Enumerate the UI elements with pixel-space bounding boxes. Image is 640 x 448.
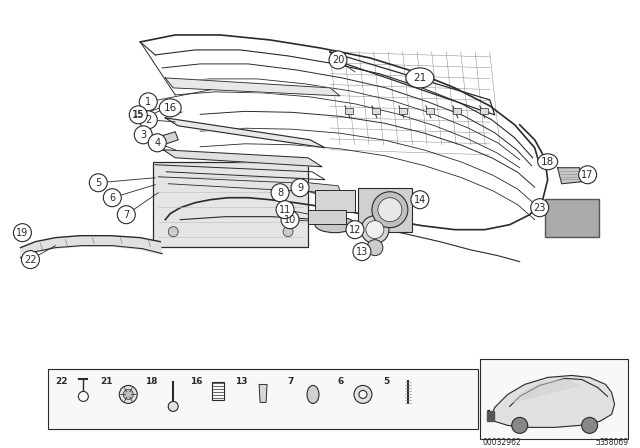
Text: 14: 14 (413, 195, 426, 205)
Text: 18: 18 (541, 157, 554, 167)
Polygon shape (165, 78, 340, 96)
Polygon shape (512, 379, 580, 402)
Text: 9: 9 (297, 183, 303, 193)
Text: 18: 18 (145, 377, 157, 386)
Bar (399, 108, 407, 114)
Text: 8: 8 (277, 188, 283, 198)
Circle shape (281, 211, 299, 228)
Polygon shape (298, 182, 342, 195)
Text: 5: 5 (383, 377, 389, 386)
Circle shape (372, 192, 408, 228)
Bar (372, 108, 380, 114)
Text: 13: 13 (235, 377, 248, 386)
Text: 21: 21 (100, 377, 113, 386)
Circle shape (134, 126, 152, 144)
Circle shape (361, 215, 389, 244)
Text: 15: 15 (132, 110, 144, 119)
FancyBboxPatch shape (545, 199, 598, 237)
FancyBboxPatch shape (358, 188, 412, 232)
Polygon shape (557, 168, 582, 184)
Text: 7: 7 (123, 210, 129, 220)
Text: 19: 19 (16, 228, 29, 237)
Bar (49, 370, 478, 429)
Bar (308, 210, 346, 224)
Text: 15: 15 (132, 110, 145, 120)
Text: 6: 6 (109, 193, 115, 202)
Circle shape (276, 201, 294, 219)
Ellipse shape (538, 154, 557, 170)
Circle shape (140, 111, 157, 129)
Text: 10: 10 (284, 215, 296, 225)
Circle shape (271, 184, 289, 202)
Bar (480, 108, 488, 114)
Circle shape (119, 385, 137, 403)
Ellipse shape (315, 217, 355, 233)
Circle shape (124, 389, 133, 400)
Circle shape (354, 385, 372, 403)
Circle shape (283, 227, 293, 237)
Bar (345, 108, 353, 114)
Circle shape (378, 198, 402, 222)
Text: 16: 16 (190, 377, 202, 386)
Text: 1: 1 (145, 97, 151, 107)
Polygon shape (163, 150, 322, 167)
Bar (315, 190, 355, 212)
Bar (153, 162, 308, 247)
Polygon shape (259, 384, 267, 402)
Polygon shape (490, 375, 614, 427)
Polygon shape (165, 118, 325, 148)
Text: 2: 2 (145, 115, 152, 125)
Circle shape (367, 240, 383, 256)
Circle shape (129, 106, 147, 124)
Circle shape (148, 134, 166, 152)
Circle shape (291, 179, 309, 197)
Polygon shape (487, 411, 493, 422)
Text: 7: 7 (288, 377, 294, 386)
Text: 3: 3 (140, 130, 147, 140)
Text: 17: 17 (581, 170, 594, 180)
Text: 6: 6 (338, 377, 344, 386)
Text: 23: 23 (534, 202, 546, 213)
Circle shape (90, 174, 108, 192)
Bar (426, 108, 434, 114)
Text: 13: 13 (356, 247, 368, 257)
Circle shape (140, 93, 157, 111)
Text: 20: 20 (332, 55, 344, 65)
Circle shape (531, 199, 548, 217)
Circle shape (512, 418, 528, 433)
Polygon shape (156, 132, 178, 147)
Text: 5: 5 (95, 178, 102, 188)
Text: 22: 22 (24, 254, 36, 265)
Circle shape (366, 221, 384, 239)
Circle shape (346, 221, 364, 239)
Text: 21: 21 (413, 73, 426, 83)
Text: 12: 12 (349, 224, 361, 235)
Circle shape (168, 401, 178, 411)
Text: 11: 11 (279, 205, 291, 215)
Circle shape (329, 51, 347, 69)
Text: 16: 16 (164, 103, 177, 113)
Circle shape (13, 224, 31, 241)
Ellipse shape (159, 99, 181, 117)
Text: 22: 22 (55, 377, 68, 386)
Text: 4: 4 (154, 138, 160, 148)
Bar (453, 108, 461, 114)
Ellipse shape (307, 385, 319, 403)
Bar (480, 359, 628, 439)
Ellipse shape (406, 68, 434, 88)
Circle shape (582, 418, 598, 433)
Circle shape (78, 392, 88, 401)
Text: 358069: 358069 (600, 438, 628, 447)
Circle shape (168, 227, 178, 237)
Circle shape (21, 250, 40, 269)
Circle shape (117, 206, 135, 224)
Circle shape (359, 391, 367, 398)
Bar (212, 383, 224, 401)
Circle shape (579, 166, 596, 184)
Circle shape (103, 189, 122, 207)
Circle shape (411, 191, 429, 209)
Text: 00032962: 00032962 (483, 438, 522, 447)
Circle shape (353, 243, 371, 261)
